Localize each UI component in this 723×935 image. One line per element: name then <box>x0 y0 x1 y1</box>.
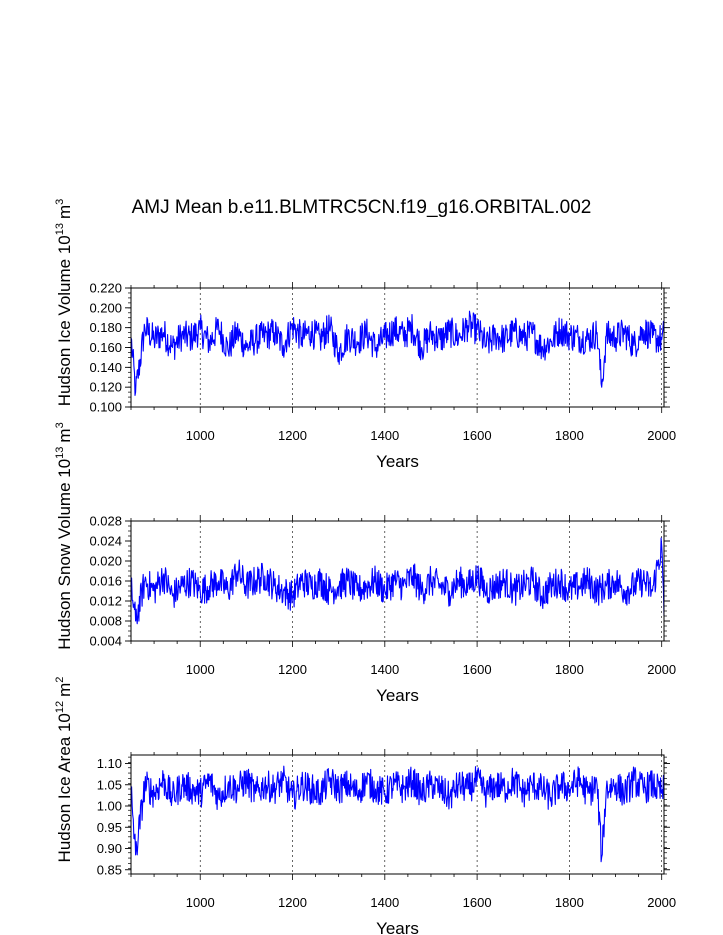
y-tick-label: 0.100 <box>89 400 122 415</box>
y-axis-title-text: Hudson Ice Area 10 <box>55 713 74 862</box>
plot-frame <box>130 754 665 875</box>
y-tick-label: 0.180 <box>89 320 122 335</box>
x-tick-label: 1600 <box>463 662 492 677</box>
panel-3: 1000 1200 1400 1600 1800 2000 0.85 0.90 0.95 1.00… <box>54 677 676 935</box>
x-tick-label: 1600 <box>463 428 492 443</box>
series-line <box>130 310 665 396</box>
y-axis-title-unit-exponent: 3 <box>54 199 66 205</box>
y-tick-label: 0.85 <box>97 862 122 877</box>
x-tick-label: 2000 <box>647 895 676 910</box>
panel-2: 1000 1200 1400 1600 1800 2000 0.004 0.008 0.012 0… <box>54 422 676 705</box>
y-tick-label: 1.10 <box>97 756 122 771</box>
y-tick-label: 0.95 <box>97 820 122 835</box>
chart-title: AMJ Mean b.e11.BLMTRC5CN.f19_g16.ORBITAL… <box>131 197 592 218</box>
y-axis-title: Hudson Ice Area 1012 m2 <box>54 677 74 863</box>
x-tick-label: 1400 <box>370 662 399 677</box>
y-tick-label: 0.220 <box>89 281 122 296</box>
series-line <box>130 765 665 863</box>
x-axis-title: Years <box>376 686 419 705</box>
panels: 1000 1200 1400 1600 1800 2000 0.100 0.120 0.140 0… <box>54 199 676 935</box>
y-axis-title: Hudson Snow Volume 1013 m3 <box>54 422 74 649</box>
y-tick-label: 0.140 <box>89 360 122 375</box>
y-tick-label: 0.020 <box>89 554 122 569</box>
x-tick-label: 1800 <box>555 895 584 910</box>
x-tick-label: 1800 <box>555 428 584 443</box>
y-axis-title-exponent: 12 <box>54 701 66 713</box>
panel-1: 1000 1200 1400 1600 1800 2000 0.100 0.120 0.140 0… <box>54 199 676 471</box>
y-tick-label: 0.008 <box>89 614 122 629</box>
y-axis-title-unit: m <box>55 428 74 442</box>
y-axis-title-text: Hudson Ice Volume 10 <box>55 235 74 406</box>
x-tick-label: 1200 <box>278 662 307 677</box>
x-tick-label: 1400 <box>370 428 399 443</box>
x-tick-label: 1000 <box>186 428 215 443</box>
x-tick-label: 1000 <box>186 895 215 910</box>
y-tick-label: 0.120 <box>89 380 122 395</box>
x-tick-label: 1400 <box>370 895 399 910</box>
y-tick-label: 1.00 <box>97 799 122 814</box>
y-axis-title-unit-exponent: 2 <box>54 677 66 683</box>
x-axis-title: Years <box>376 919 419 935</box>
y-tick-label: 1.05 <box>97 777 122 792</box>
x-tick-label: 1600 <box>463 895 492 910</box>
y-tick-label: 0.028 <box>89 514 122 529</box>
plot-frame <box>130 287 665 408</box>
y-axis-title-unit: m <box>55 205 74 219</box>
y-axis-title-exponent: 13 <box>54 223 66 235</box>
y-tick-label: 0.200 <box>89 300 122 315</box>
x-tick-label: 1200 <box>278 895 307 910</box>
y-axis-title-text: Hudson Snow Volume 10 <box>55 459 74 650</box>
y-tick-label: 0.012 <box>89 594 122 609</box>
y-tick-label: 0.160 <box>89 340 122 355</box>
x-tick-label: 1000 <box>186 662 215 677</box>
y-axis-title-exponent: 13 <box>54 447 66 459</box>
y-axis-title-unit-exponent: 3 <box>54 422 66 428</box>
y-axis-title-unit: m <box>55 683 74 697</box>
y-tick-label: 0.024 <box>89 534 122 549</box>
y-tick-label: 0.90 <box>97 841 122 856</box>
x-axis-title: Years <box>376 452 419 471</box>
y-tick-label: 0.016 <box>89 574 122 589</box>
x-tick-label: 2000 <box>647 662 676 677</box>
y-axis-title: Hudson Ice Volume 1013 m3 <box>54 199 74 407</box>
x-tick-label: 2000 <box>647 428 676 443</box>
x-tick-label: 1800 <box>555 662 584 677</box>
y-tick-label: 0.004 <box>89 634 122 649</box>
x-tick-label: 1200 <box>278 428 307 443</box>
series-line <box>130 537 665 625</box>
